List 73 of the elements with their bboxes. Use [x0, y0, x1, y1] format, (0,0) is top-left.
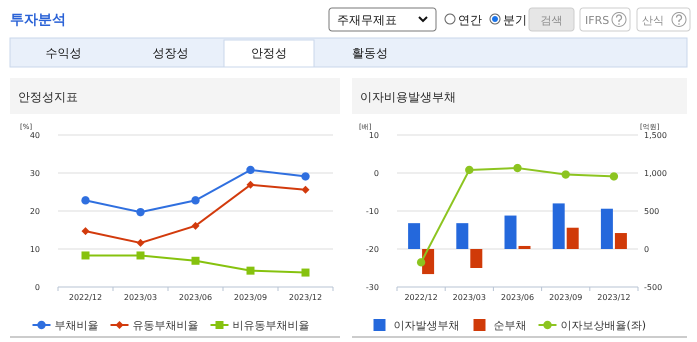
y-tick-label: 0	[374, 169, 379, 178]
chart-title: 이자비용발생부채	[360, 90, 456, 104]
point	[562, 170, 570, 179]
y2-tick-label: 1,500	[644, 131, 667, 140]
y-tick-label: -30	[366, 283, 379, 292]
x-tick-label: 2023/09	[234, 293, 268, 302]
x-tick-label: 2023/06	[178, 293, 212, 302]
point	[416, 258, 426, 266]
y2-tick-label: 500	[644, 207, 660, 216]
point	[81, 196, 90, 205]
legend-label: 이자보상배율(좌)	[560, 319, 646, 332]
point	[82, 227, 90, 236]
point	[246, 180, 254, 189]
x-tick-label: 2023/03	[124, 293, 158, 302]
point	[246, 166, 255, 174]
y-tick-label: 40	[30, 131, 40, 140]
bar	[552, 203, 565, 249]
bar	[456, 223, 468, 249]
text: 안정성	[251, 46, 287, 60]
text: 활동성	[352, 46, 388, 60]
point	[465, 166, 474, 174]
x-tick-label: 2022/12	[68, 293, 102, 302]
y-tick-label: 10	[30, 245, 40, 254]
point	[301, 172, 310, 181]
legend-label: 부채비율	[54, 319, 98, 332]
text: IFRS	[585, 14, 610, 27]
legend-label: 유동부채비율	[132, 319, 198, 332]
point	[192, 256, 200, 265]
chart-title: 안정성지표	[18, 90, 78, 104]
text: 수익성	[46, 46, 82, 60]
point	[302, 268, 310, 277]
y-tick-label: 10	[368, 131, 379, 140]
text: 검색	[540, 14, 562, 27]
point	[302, 186, 310, 194]
point	[136, 208, 145, 216]
legend-label: 이자발생부채	[394, 319, 460, 332]
point	[246, 266, 254, 275]
y-tick-label: -10	[366, 207, 379, 216]
y-tick-label: -20	[366, 245, 379, 254]
y2-tick-label: -500	[644, 283, 662, 292]
point	[191, 196, 200, 205]
point	[136, 251, 144, 260]
x-tick-label: 2023/03	[452, 293, 486, 302]
bar	[470, 249, 482, 268]
bar	[518, 246, 530, 249]
bar	[504, 216, 516, 249]
bar	[566, 228, 579, 249]
legend-label: 비유동부채비율	[232, 319, 310, 332]
x-tick-label: 2023/09	[549, 293, 582, 302]
point	[136, 238, 144, 247]
bar	[614, 233, 627, 249]
legend-label: 순부채	[494, 319, 526, 332]
x-tick-label: 2023/12	[288, 293, 322, 302]
y-tick-label: 20	[30, 207, 40, 216]
point	[610, 172, 618, 181]
y-tick-label: 30	[30, 169, 40, 178]
point	[192, 222, 200, 230]
text: 주재무제표	[337, 13, 397, 27]
text: 분기	[503, 13, 527, 27]
text: 성장성	[152, 46, 188, 60]
bar	[408, 223, 420, 249]
bar	[600, 208, 613, 249]
x-tick-label: 2023/06	[500, 293, 534, 302]
x-tick-label: 2022/12	[404, 293, 438, 302]
text: 투자분석	[10, 12, 66, 28]
y-tick-label: 0	[34, 283, 40, 292]
point	[82, 251, 90, 260]
y2-tick-label: 0	[644, 245, 650, 254]
point	[513, 164, 522, 172]
text: 산식	[642, 14, 664, 27]
x-tick-label: 2023/12	[597, 293, 631, 302]
text: 연간	[458, 13, 482, 27]
y2-tick-label: 1,000	[644, 169, 667, 178]
